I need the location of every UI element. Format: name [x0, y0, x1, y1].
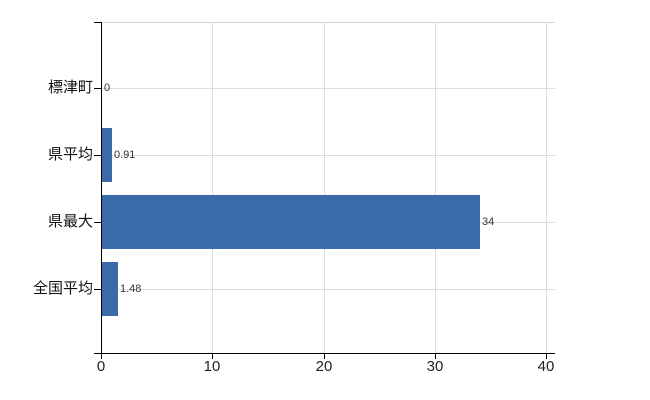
x-axis-tick — [212, 353, 213, 359]
y-axis-end-tick — [94, 22, 101, 23]
value-label: 1.48 — [120, 283, 142, 295]
x-axis-tick — [435, 353, 436, 359]
y-axis-tick — [94, 289, 101, 290]
category-label: 全国平均 — [32, 280, 93, 297]
bar — [102, 195, 480, 249]
bar — [102, 128, 112, 182]
category-label: 標津町 — [47, 79, 93, 96]
x-tick-label: 40 — [537, 358, 555, 375]
horizontal-gridline — [101, 155, 555, 156]
value-label: 0.91 — [114, 149, 136, 161]
y-axis-tick — [94, 88, 101, 89]
vertical-gridline — [435, 22, 436, 353]
category-label: 県最大 — [47, 213, 93, 230]
x-axis-tick — [324, 353, 325, 359]
value-label: 0 — [104, 82, 111, 94]
horizontal-gridline — [101, 88, 555, 89]
y-axis-line — [101, 22, 102, 353]
x-tick-label: 0 — [96, 358, 106, 375]
x-tick-label: 20 — [315, 358, 333, 375]
category-label: 県平均 — [47, 146, 93, 163]
y-axis-tick — [94, 222, 101, 223]
x-axis-line — [94, 353, 555, 354]
x-tick-label: 30 — [426, 358, 444, 375]
vertical-gridline — [546, 22, 547, 353]
vertical-gridline — [212, 22, 213, 353]
plot-top-border — [101, 22, 555, 23]
x-axis-tick — [101, 353, 102, 359]
x-axis-tick — [546, 353, 547, 359]
value-label: 34 — [482, 216, 495, 228]
horizontal-gridline — [101, 289, 555, 290]
x-tick-label: 10 — [203, 358, 221, 375]
bar — [102, 262, 118, 316]
vertical-gridline — [324, 22, 325, 353]
y-axis-tick — [94, 155, 101, 156]
